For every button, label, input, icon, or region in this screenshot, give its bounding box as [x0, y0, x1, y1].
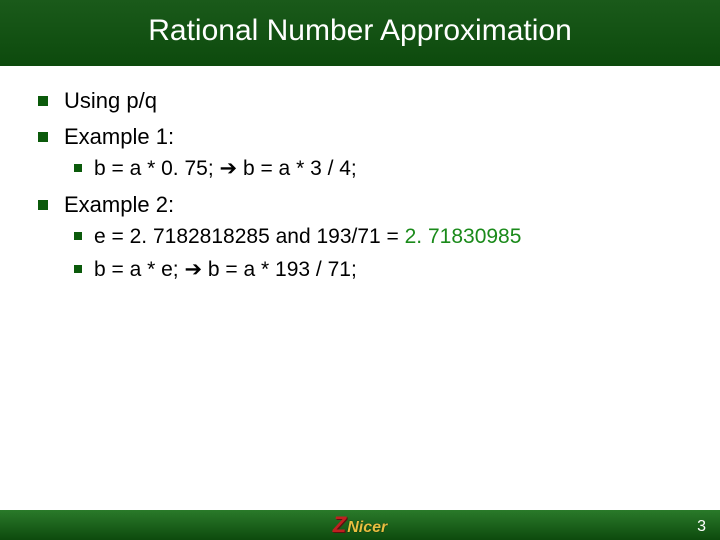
bullet-list-level2: e = 2. 7182818285 and 193/71 = 2. 718309… — [64, 223, 690, 284]
slide: Rational Number Approximation Using p/q … — [0, 0, 720, 540]
bullet-text-highlight: 2. 71830985 — [405, 225, 522, 248]
page-number: 3 — [697, 518, 706, 536]
bullet-text-part: e = 2. 7182818285 and 193/71 = — [94, 225, 405, 248]
bullet-text: Using p/q — [64, 88, 157, 113]
footer-logo: ZNicer — [333, 512, 387, 538]
logo-nicer: Nicer — [347, 519, 387, 537]
slide-footer: ZNicer 3 — [0, 510, 720, 540]
bullet-l2: b = a * 0. 75; ➔ b = a * 3 / 4; — [64, 155, 690, 183]
bullet-list-level2: b = a * 0. 75; ➔ b = a * 3 / 4; — [64, 155, 690, 183]
logo-z: Z — [333, 512, 346, 538]
bullet-l1: Example 2: e = 2. 7182818285 and 193/71 … — [30, 190, 690, 284]
bullet-text: b = a * e; ➔ b = a * 193 / 71; — [94, 258, 357, 281]
bullet-l2: b = a * e; ➔ b = a * 193 / 71; — [64, 256, 690, 284]
bullet-l1: Example 1: b = a * 0. 75; ➔ b = a * 3 / … — [30, 122, 690, 184]
bullet-list-level1: Using p/q Example 1: b = a * 0. 75; ➔ b … — [30, 86, 690, 284]
slide-title: Rational Number Approximation — [0, 0, 720, 66]
slide-body: Using p/q Example 1: b = a * 0. 75; ➔ b … — [0, 66, 720, 510]
bullet-l2: e = 2. 7182818285 and 193/71 = 2. 718309… — [64, 223, 690, 251]
bullet-text: Example 1: — [64, 124, 174, 149]
bullet-text: b = a * 0. 75; ➔ b = a * 3 / 4; — [94, 157, 357, 180]
bullet-text: Example 2: — [64, 192, 174, 217]
bullet-l1: Using p/q — [30, 86, 690, 116]
